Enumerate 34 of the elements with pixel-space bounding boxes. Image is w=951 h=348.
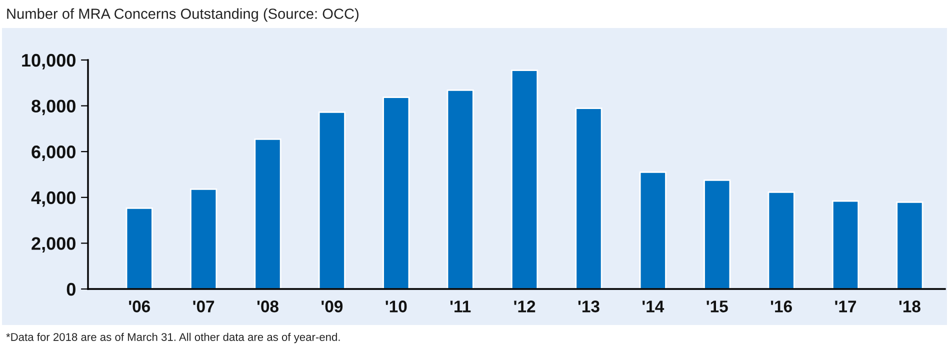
y-tick-label: 6,000 [32,146,76,161]
bar [254,138,282,289]
x-tick-label: '12 [514,300,536,312]
bar [126,207,153,289]
bar [382,96,410,289]
y-tick-label: 4,000 [31,191,76,207]
bar [446,90,474,289]
y-tick-label: 10,000 [22,54,76,70]
x-tick-label: '15 [706,300,728,312]
y-tick-label: 2,000 [32,237,76,253]
bar [318,112,346,289]
y-tick-label: 0 [66,282,76,296]
x-tick-label: '10 [386,300,407,312]
bar [768,191,795,289]
x-tick-label: '07 [193,300,214,312]
x-tick-label: '06 [128,300,150,312]
bar [704,180,731,289]
x-tick-label: '18 [899,300,920,312]
x-tick-label: '08 [257,300,278,312]
bar [832,200,860,289]
bar [575,108,602,289]
x-tick-label: '11 [450,300,471,312]
y-tick-label: 8,000 [32,100,76,116]
x-tick-label: '09 [322,300,343,312]
bar [639,172,666,289]
bar [896,202,924,289]
x-tick-label: '14 [642,300,664,312]
x-tick-label: '13 [578,300,600,312]
bar [510,70,538,289]
bar [190,188,218,289]
x-tick-label: '16 [770,300,792,312]
x-tick-label: '17 [835,300,856,312]
text: *Data for 2018 are as of March 31. All other data are as of year-end. [6,332,340,344]
chart-title: Number of MRA Concerns Outstanding (Source: OCC) [7,8,358,22]
